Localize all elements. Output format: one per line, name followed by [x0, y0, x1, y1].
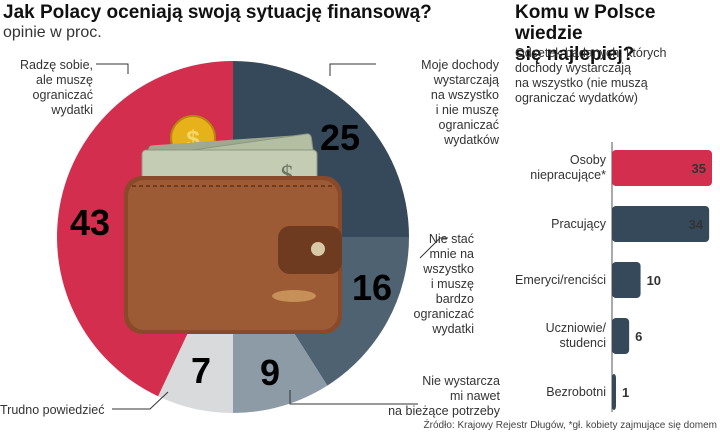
- bar-category-label: Uczniowie/studenci: [545, 321, 606, 350]
- leader-line: [96, 63, 129, 74]
- left-chart-subtitle: opinie w proc.: [3, 24, 102, 41]
- bar: [612, 262, 641, 298]
- bar-value-label: 34: [689, 217, 704, 232]
- right-chart-subtitle: Odsetek badanych, których dochody wystarc…: [515, 46, 667, 105]
- bar-value-label: 6: [635, 329, 642, 344]
- leader-line: [289, 390, 418, 405]
- leader-line: [419, 237, 448, 259]
- pie-value-l16: 16: [352, 267, 392, 308]
- pie-value-l9: 9: [260, 352, 280, 393]
- left-chart-title: Jak Polacy oceniają swoją sytuację finan…: [3, 2, 432, 23]
- bar-value-label: 10: [647, 273, 661, 288]
- leader-line: [112, 391, 169, 410]
- bar: [612, 318, 630, 354]
- bar-category-label: Bezrobotni: [546, 384, 606, 399]
- pie-chart: 25 16 9 7 43 $ $: [56, 61, 448, 413]
- pie-value-l7: 7: [191, 350, 211, 391]
- label-dochody-wystarczaja: Moje dochody wystarczają na wszystko i nie …: [421, 58, 499, 147]
- label-nie-wystarcza: Nie wystarcza mi nawet na bieżące potrzeby: [388, 374, 500, 418]
- label-radze-sobie: Radzę sobie, ale muszę ograniczać wydatki: [20, 58, 93, 117]
- bar: [612, 150, 712, 186]
- label-trudno-powiedziec: Trudno powiedzieć: [0, 403, 105, 417]
- pie-value-l43: 43: [70, 202, 110, 243]
- label-nie-stac: Nie stać mnie na wszystko i muszę bardzo ogra…: [413, 232, 474, 336]
- leader-line: [329, 63, 376, 76]
- wallet-illustration: $ $: [124, 115, 342, 334]
- right-chart-title: Komu w Polsce wiedzie się najlepiej?: [515, 2, 656, 65]
- bar-category-label: Pracujący: [551, 216, 606, 231]
- pie-leader-lines: [96, 63, 448, 410]
- bar-series: 35 34 10 6 1: [611, 142, 712, 412]
- bar-category-label: Emeryci/renciści: [515, 272, 606, 287]
- bar: [612, 374, 616, 410]
- bar: [612, 206, 710, 242]
- bar-value-label: 35: [692, 161, 706, 176]
- bar-value-label: 1: [622, 385, 629, 400]
- pie-value-l25: 25: [320, 117, 360, 158]
- source-note: Źródło: Krajowy Rejestr Długów, *gł. kob…: [423, 420, 717, 431]
- bar-category-label: Osoby niepracujące*: [530, 153, 606, 182]
